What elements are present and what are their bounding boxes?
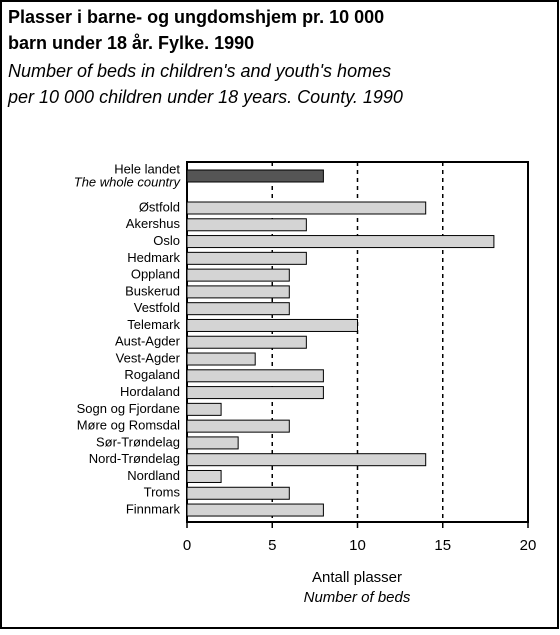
category-label: Aust-Agder [115, 334, 181, 349]
category-label: Hele landet [114, 161, 180, 176]
category-label: Akershus [126, 216, 181, 231]
bar [186, 469, 222, 483]
chart-title: Plasser i barne- og ungdomshjem pr. 10 0… [8, 7, 384, 27]
bar [186, 436, 239, 450]
bar [186, 369, 324, 383]
category-label: Sør-Trøndelag [96, 434, 180, 449]
bar [186, 235, 495, 249]
bar [186, 302, 290, 316]
category-label: Østfold [139, 199, 180, 214]
category-label: Buskerud [125, 283, 180, 298]
x-tick-label: 20 [520, 537, 537, 554]
category-label: Oslo [153, 233, 180, 248]
x-axis-title: Number of beds [304, 589, 411, 606]
category-label: The whole country [74, 174, 182, 189]
bar [186, 402, 222, 416]
bar [186, 419, 290, 433]
category-label: Oppland [131, 267, 180, 282]
x-tick-label: 10 [349, 537, 366, 554]
bar [186, 218, 307, 232]
category-label: Hordaland [120, 384, 180, 399]
x-tick-label: 5 [268, 537, 276, 554]
x-axis-title: Antall plasser [312, 569, 402, 586]
bar [186, 268, 290, 282]
bar [186, 251, 307, 265]
category-label: Møre og Romsdal [77, 418, 180, 433]
chart-subtitle: per 10 000 children under 18 years. Coun… [7, 87, 403, 107]
category-label: Troms [144, 485, 181, 500]
bar [186, 503, 324, 517]
category-label: Sogn og Fjordane [77, 401, 180, 416]
chart-subtitle: Number of beds in children's and youth's… [8, 61, 391, 81]
category-label: Hedmark [127, 250, 180, 265]
x-tick-label: 0 [183, 537, 191, 554]
x-tick-label: 15 [434, 537, 451, 554]
bar [186, 486, 290, 500]
chart-title: barn under 18 år. Fylke. 1990 [8, 33, 254, 53]
category-label: Telemark [127, 317, 180, 332]
category-label: Rogaland [124, 367, 180, 382]
category-label: Vest-Agder [116, 350, 181, 365]
bar [186, 285, 290, 299]
category-label: Finnmark [126, 501, 181, 516]
bar [186, 318, 358, 332]
bar [186, 169, 324, 183]
bar [186, 335, 307, 349]
category-label: Vestfold [134, 300, 180, 315]
category-label: Nord-Trøndelag [89, 451, 180, 466]
bar [186, 386, 324, 400]
bar [186, 453, 427, 467]
bar [186, 352, 256, 366]
bar [186, 201, 427, 215]
category-label: Nordland [127, 468, 180, 483]
